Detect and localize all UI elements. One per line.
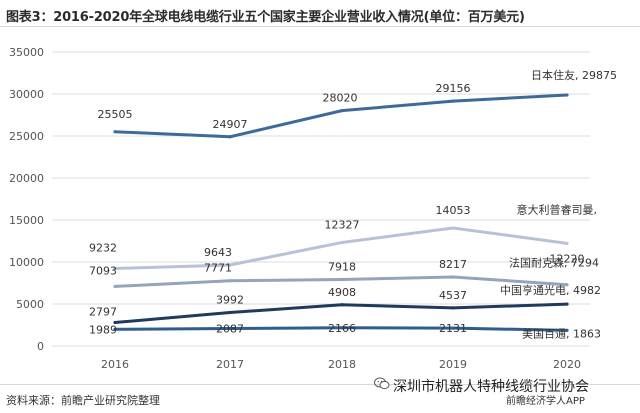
y-tick-label: 20000 (9, 172, 44, 185)
x-tick-label: 2016 (101, 358, 129, 371)
data-point-china (451, 306, 455, 310)
series-end-label-japan: 日本住友, 29875 (531, 68, 617, 82)
data-label-france: 7771 (204, 262, 232, 275)
data-label-italy: 12327 (325, 218, 360, 231)
series-end-label-france: 法国耐克森, 7294 (509, 256, 599, 270)
data-label-china: 4537 (439, 289, 467, 302)
data-label-italy: 14053 (436, 204, 471, 217)
data-point-japan (228, 135, 232, 139)
data-point-china (340, 303, 344, 307)
watermark-text: 深圳市机器人特种线缆行业协会 (393, 379, 589, 395)
data-point-france (228, 279, 232, 283)
data-point-japan (340, 109, 344, 113)
data-label-china: 4908 (328, 286, 356, 299)
data-label-italy: 9232 (89, 241, 117, 254)
data-point-usa (451, 326, 455, 330)
series-end-label-usa: 美国百通, 1863 (522, 327, 601, 340)
x-tick-label: 2018 (328, 358, 356, 371)
data-point-china (565, 302, 569, 306)
data-label-japan: 24907 (213, 118, 248, 131)
data-point-italy (451, 226, 455, 230)
data-point-italy (228, 263, 232, 267)
data-point-france (565, 283, 569, 287)
y-tick-label: 15000 (9, 214, 44, 227)
data-label-japan: 28020 (323, 92, 358, 105)
data-point-italy (113, 266, 117, 271)
data-point-italy (565, 241, 569, 245)
chart-title: 图表3：2016-2020年全球电线电缆行业五个国家主要企业营业收入情况(单位：… (6, 10, 525, 25)
data-label-france: 8217 (439, 258, 467, 271)
wechat-icon (374, 377, 390, 390)
data-point-france (113, 284, 117, 289)
data-label-china: 2797 (89, 306, 117, 319)
data-point-france (451, 275, 455, 279)
y-tick-label: 30000 (9, 88, 44, 101)
data-label-france: 7918 (328, 260, 356, 273)
data-point-japan (451, 99, 455, 103)
data-point-usa (340, 326, 344, 330)
watermark-subtext: 前瞻经济学人APP (506, 396, 585, 407)
data-point-japan (565, 93, 569, 97)
chart-area: 0 5000 10000 15000 20000 25000 30000 35000 2016 2… (9, 46, 617, 371)
series-end-label-italy: 意大利普睿司曼, (517, 202, 598, 216)
footer-divider (0, 384, 640, 385)
data-point-france (340, 277, 344, 282)
y-tick-label: 0 (37, 340, 44, 353)
data-label-china: 3992 (216, 293, 244, 306)
data-label-italy: 12220 (550, 252, 585, 265)
data-point-usa (113, 327, 117, 331)
x-tick-label: 2017 (216, 358, 244, 371)
y-tick-label: 10000 (9, 256, 44, 269)
series-line-china (114, 302, 568, 324)
data-label-japan: 29156 (436, 82, 471, 95)
data-label-usa: 1989 (89, 323, 117, 336)
y-tick-label: 25000 (9, 130, 44, 143)
data-label-usa: 2087 (216, 322, 244, 335)
title-bar: 图表3：2016-2020年全球电线电缆行业五个国家主要企业营业收入情况(单位：… (0, 0, 640, 27)
source-note: 资料来源：前瞻产业研究院整理 (6, 394, 160, 407)
data-label-japan: 25505 (98, 108, 133, 121)
data-label-usa: 2166 (328, 322, 356, 335)
data-label-france: 7093 (89, 264, 117, 277)
data-label-usa: 2131 (439, 322, 467, 335)
data-point-italy (340, 240, 344, 245)
data-point-china (113, 320, 117, 325)
y-tick-label: 35000 (9, 46, 44, 59)
data-point-usa (565, 328, 569, 332)
series-end-label-china: 中国亨通光电, 4982 (500, 283, 601, 297)
data-point-china (228, 310, 232, 315)
data-point-japan (113, 130, 117, 134)
y-tick-label: 5000 (16, 298, 44, 311)
data-label-italy: 9643 (204, 246, 232, 259)
x-tick-label: 2020 (553, 358, 581, 371)
data-point-usa (228, 326, 232, 331)
x-tick-label: 2019 (439, 358, 467, 371)
